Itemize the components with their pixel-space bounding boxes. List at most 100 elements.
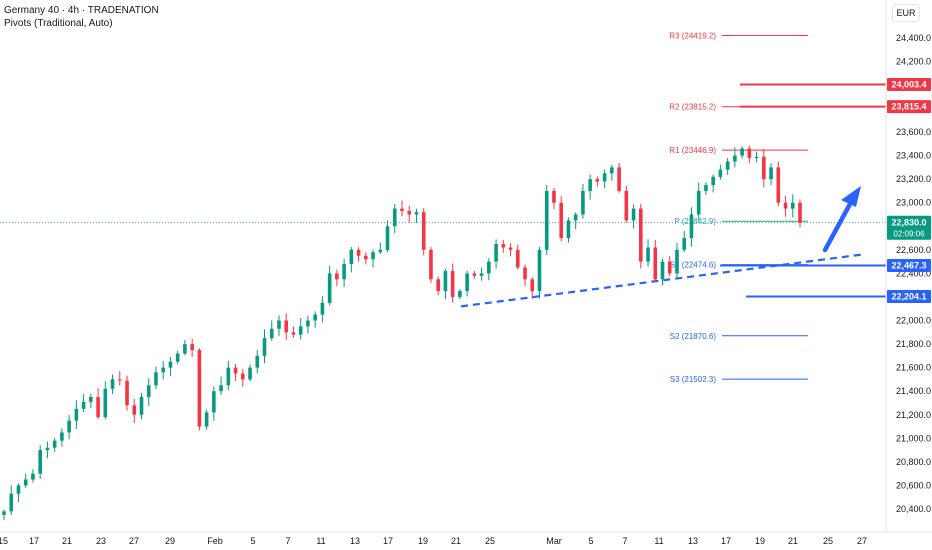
candle-down — [508, 247, 513, 250]
time-tick-label: 17 — [383, 536, 393, 546]
trendline-group — [460, 253, 863, 308]
price-tick-label: 24,200.0 — [896, 56, 931, 66]
candle-up — [631, 208, 636, 221]
indicator-label[interactable]: Pivots (Traditional, Auto) — [4, 18, 113, 29]
symbol-title[interactable]: Germany 40 · 4h · TRADENATION — [4, 5, 159, 16]
candle-down — [783, 202, 788, 209]
candle-up — [31, 473, 35, 480]
level-price-tag — [887, 78, 931, 92]
level-price-tag — [887, 289, 931, 303]
candle-down — [776, 167, 781, 203]
price-tick-label: 23,200.0 — [896, 174, 931, 184]
time-tick-label: 21 — [451, 536, 461, 546]
candle-up — [494, 243, 498, 262]
pivot-label: S3 (21502.3) — [670, 375, 717, 384]
candle-up — [269, 328, 274, 339]
candle-down — [639, 208, 643, 262]
candle-up — [689, 214, 694, 239]
time-tick-label: Mar — [546, 536, 562, 546]
candle-down — [197, 349, 202, 427]
time-tick-label: 7 — [285, 536, 290, 546]
pivot-label: R3 (24419.2) — [669, 32, 716, 41]
time-tick-label: Feb — [207, 536, 223, 546]
candle-down — [429, 249, 433, 280]
candle-up — [74, 408, 79, 421]
candle-up — [327, 273, 332, 303]
candle-up — [175, 353, 180, 362]
pivot-label: S1 (22474.6) — [670, 261, 717, 270]
candle-up — [487, 261, 491, 274]
time-tick-label: 13 — [350, 536, 360, 546]
candle-up — [385, 226, 390, 250]
candle-up — [704, 185, 708, 191]
candle-down — [515, 249, 520, 268]
candle-up — [146, 385, 151, 398]
price-tick-label: 21,200.0 — [896, 410, 931, 420]
level-price-tag-label: 22,204.1 — [891, 291, 926, 301]
time-tick-label: 27 — [129, 536, 139, 546]
pivot-lines: R3 (24419.2) R2 (23815.2) R1 (23446.9) P (2… — [669, 32, 808, 384]
candle-up — [45, 447, 50, 451]
price-tags: 24,003.4 23,815.4 22,467.3 22,204.1 22,830.0… — [887, 78, 931, 303]
candle-up — [23, 479, 28, 486]
candle-up — [139, 397, 144, 415]
pivot-label: P (22842.9) — [674, 217, 716, 226]
candle-down — [762, 156, 766, 180]
price-tick-label: 24,400.0 — [896, 33, 931, 43]
candle-down — [233, 367, 238, 374]
candle-up — [465, 273, 469, 292]
candle-up — [443, 271, 448, 292]
candle-down — [595, 179, 600, 182]
level-lines — [0, 83, 886, 298]
time-tick-label: 19 — [418, 536, 428, 546]
candle-down — [667, 261, 672, 274]
candle-down — [523, 267, 527, 280]
price-tick-label: 20,400.0 — [896, 504, 931, 514]
price-tick-label: 20,800.0 — [896, 457, 931, 467]
candle-down — [284, 320, 289, 333]
time-tick-label: 27 — [857, 536, 867, 546]
price-tick-label: 23,000.0 — [896, 198, 931, 208]
candle-up — [103, 388, 108, 418]
last-price-label: 22,830.0 — [891, 218, 926, 228]
candle-up — [183, 344, 187, 354]
pivot-label: R1 (23446.9) — [669, 146, 716, 155]
candle-down — [400, 208, 404, 211]
time-axis[interactable]: 15 17 21 23 27 29 Feb 5 7 11 13 17 19 21 25 Mar 5 7 11 13 17… — [0, 536, 867, 546]
candle-up — [588, 179, 592, 191]
candle-up — [110, 379, 115, 389]
currency-button[interactable]: EUR — [892, 4, 920, 22]
candle-up — [81, 401, 86, 409]
candle-down — [96, 397, 100, 418]
time-tick-label: 11 — [316, 536, 325, 546]
candle-down — [335, 273, 339, 280]
candle-up — [573, 214, 578, 221]
time-tick-label: 25 — [823, 536, 833, 546]
price-tick-label: 23,600.0 — [896, 127, 931, 137]
candle-down — [421, 212, 426, 250]
candle-down — [132, 405, 137, 415]
candle-down — [291, 332, 296, 335]
candle-up — [9, 493, 14, 512]
candle-up — [602, 173, 607, 182]
candle-down — [552, 190, 556, 203]
pivot-label: S2 (21870.6) — [670, 332, 717, 341]
candle-up — [313, 314, 317, 321]
candle-down — [364, 255, 368, 260]
candle-up — [277, 320, 281, 329]
time-tick-label: 29 — [165, 536, 175, 546]
level-price-tag-label: 22,467.3 — [891, 260, 926, 270]
candle-up — [660, 261, 665, 280]
candle-up — [255, 355, 260, 368]
candle-up — [646, 247, 650, 262]
candle-up — [790, 202, 795, 209]
time-tick-label: 15 — [0, 536, 8, 546]
chart-legend: Germany 40 · 4h · TRADENATION Pivots (Tr… — [4, 4, 159, 30]
candle-up — [581, 190, 585, 215]
candle-up — [67, 420, 71, 433]
price-tick-label: 21,000.0 — [896, 433, 931, 443]
candle-up — [479, 273, 484, 276]
candle-down — [436, 279, 440, 292]
pivot-label: R2 (23815.2) — [669, 103, 716, 112]
